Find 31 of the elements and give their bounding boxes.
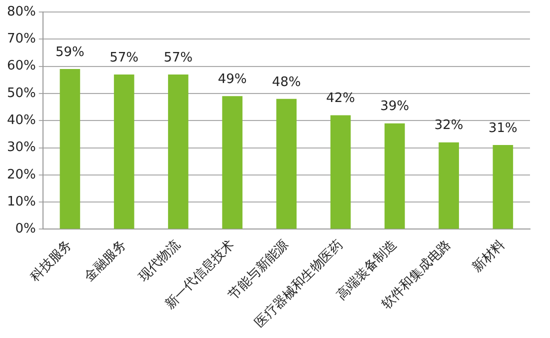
y-tick-label: 30%: [6, 140, 36, 156]
bar: [222, 96, 242, 229]
data-label: 57%: [164, 50, 193, 66]
bar: [492, 145, 514, 229]
y-tick-label: 0%: [15, 222, 36, 237]
bar: [168, 74, 188, 229]
bar: [438, 142, 459, 229]
y-tick-label: 60%: [6, 58, 36, 74]
bar: [330, 115, 351, 229]
data-label: 42%: [326, 91, 356, 106]
data-label: 48%: [272, 74, 301, 90]
bar: [276, 98, 297, 229]
x-tick-label: 现代物流: [135, 236, 184, 285]
data-label: 57%: [110, 50, 139, 66]
y-tick-label: 40%: [6, 112, 36, 128]
data-label: 32%: [434, 118, 464, 134]
x-tick-label: 新材料: [470, 237, 508, 276]
x-tick-label: 科技服务: [28, 237, 76, 285]
y-tick-label: 70%: [6, 32, 36, 47]
y-tick-label: 50%: [6, 86, 36, 101]
data-label: 31%: [488, 120, 518, 136]
bar: [384, 123, 405, 229]
data-label: 49%: [218, 72, 247, 88]
y-tick-label: 20%: [6, 167, 36, 182]
y-tick-label: 80%: [6, 4, 36, 20]
bar: [114, 74, 134, 229]
x-tick-label: 金融服务: [82, 237, 130, 285]
bar: [60, 69, 80, 229]
data-label: 59%: [56, 44, 84, 60]
data-label: 39%: [380, 99, 410, 114]
y-tick-label: 10%: [6, 194, 36, 210]
